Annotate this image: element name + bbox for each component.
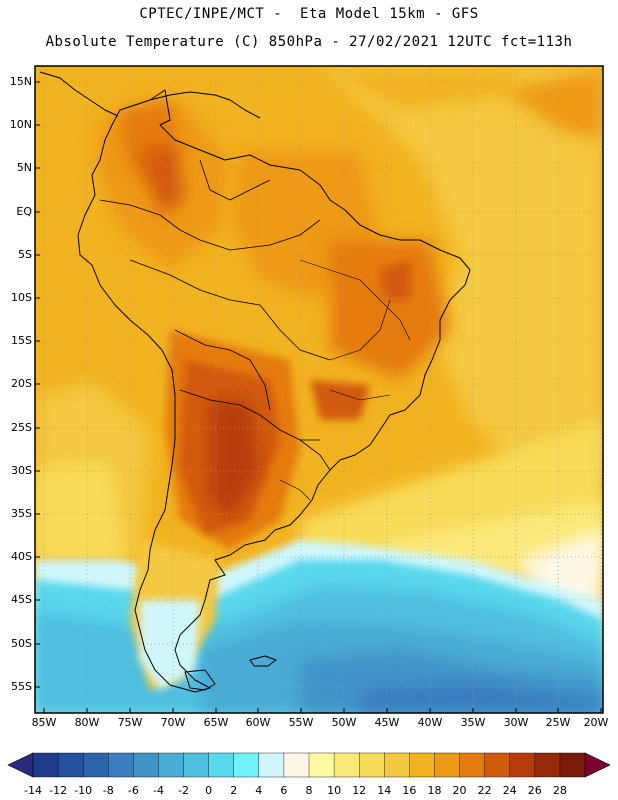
colorbar-cell: [409, 752, 436, 778]
lon-label-80w: 80W: [74, 716, 100, 729]
colorbar-label: 8: [305, 784, 313, 797]
tierra-del-fuego: [184, 669, 216, 691]
colorbar-cell: [534, 752, 561, 778]
colorbar-label: 0: [205, 784, 213, 797]
lon-label-45w: 45W: [374, 716, 400, 729]
lat-label-40s: 40S: [11, 550, 32, 563]
graticule: [35, 66, 603, 713]
colorbar-label: 26: [527, 784, 542, 797]
colorbar-label: 22: [477, 784, 492, 797]
colorbar-label: 14: [377, 784, 392, 797]
lat-label-30s: 30S: [11, 464, 32, 477]
colorbar-cell: [82, 752, 109, 778]
map-title-line2: Absolute Temperature (C) 850hPa - 27/02/…: [45, 34, 573, 50]
colorbar-cell: [333, 752, 360, 778]
colorbar-label: 2: [230, 784, 238, 797]
colorbar-label: -6: [127, 784, 139, 797]
colorbar: [7, 752, 611, 778]
colorbar-label: -14: [24, 784, 42, 797]
lat-label-5s: 5S: [18, 248, 32, 261]
colorbar-label: 6: [280, 784, 288, 797]
lon-label-85w: 85W: [31, 716, 57, 729]
colorbar-label: -12: [49, 784, 68, 797]
falkland-islands: [249, 655, 277, 667]
colorbar-cell: [183, 752, 210, 778]
colorbar-cell: [509, 752, 536, 778]
colorbar-label: -4: [153, 784, 164, 797]
lon-label-70w: 70W: [160, 716, 186, 729]
lat-label-15s: 15S: [11, 334, 32, 347]
colorbar-over-triangle: [584, 752, 611, 778]
lat-label-10n: 10N: [9, 118, 32, 131]
lat-label-20s: 20S: [11, 377, 32, 390]
colorbar-cell: [108, 752, 135, 778]
colorbar-label: 18: [427, 784, 442, 797]
lon-label-55w: 55W: [288, 716, 314, 729]
colorbar-label: 4: [255, 784, 263, 797]
south-america-coast: [77, 89, 471, 693]
colorbar-under-triangle: [7, 752, 34, 778]
colorbar-label: 10: [327, 784, 342, 797]
colorbar-cell: [484, 752, 511, 778]
lat-label-25s: 25S: [11, 421, 32, 434]
lat-label-10s: 10S: [11, 291, 32, 304]
colorbar-label: 28: [552, 784, 567, 797]
colorbar-cell: [434, 752, 461, 778]
colorbar-cell: [32, 752, 59, 778]
colorbar-cell: [459, 752, 486, 778]
lon-label-60w: 60W: [245, 716, 271, 729]
colorbar-cell: [158, 752, 185, 778]
lat-label-15n: 15N: [9, 75, 32, 88]
colorbar-cell: [258, 752, 285, 778]
temperature-field: [35, 66, 603, 713]
colorbar-label: 12: [352, 784, 367, 797]
colorbar-cell: [559, 752, 586, 778]
lon-label-25w: 25W: [545, 716, 571, 729]
axis-ticks: [35, 81, 602, 713]
coastlines: [39, 71, 471, 693]
lat-label-45s: 45S: [11, 593, 32, 606]
colorbar-cell: [358, 752, 385, 778]
colorbar-cell: [283, 752, 310, 778]
colorbar-cell: [208, 752, 235, 778]
caribbean-coast: [149, 91, 261, 119]
colorbar-label: 20: [452, 784, 467, 797]
lat-label-eq: EQ: [16, 205, 32, 218]
lat-label-55s: 55S: [11, 680, 32, 693]
lon-label-50w: 50W: [331, 716, 357, 729]
lon-label-65w: 65W: [203, 716, 229, 729]
lon-label-20w: 20W: [583, 716, 609, 729]
colorbar-label: -8: [102, 784, 114, 797]
central-america: [39, 71, 119, 117]
colorbar-cell: [308, 752, 335, 778]
colorbar-label: 24: [502, 784, 517, 797]
lon-label-75w: 75W: [117, 716, 143, 729]
lon-label-40w: 40W: [417, 716, 443, 729]
colorbar-cell: [133, 752, 160, 778]
colorbar-label: 16: [402, 784, 417, 797]
lat-label-50s: 50S: [11, 637, 32, 650]
colorbar-cell: [233, 752, 260, 778]
colorbar-cell: [384, 752, 411, 778]
map-title-line1: CPTEC/INPE/MCT - Eta Model 15km - GFS: [139, 6, 479, 22]
lon-label-35w: 35W: [460, 716, 486, 729]
lat-label-5n: 5N: [16, 161, 32, 174]
colorbar-label: -2: [178, 784, 189, 797]
lat-label-35s: 35S: [11, 507, 32, 520]
colorbar-label: -10: [74, 784, 93, 797]
map-frame: [34, 65, 604, 714]
colorbar-cell: [57, 752, 84, 778]
lon-label-30w: 30W: [503, 716, 529, 729]
